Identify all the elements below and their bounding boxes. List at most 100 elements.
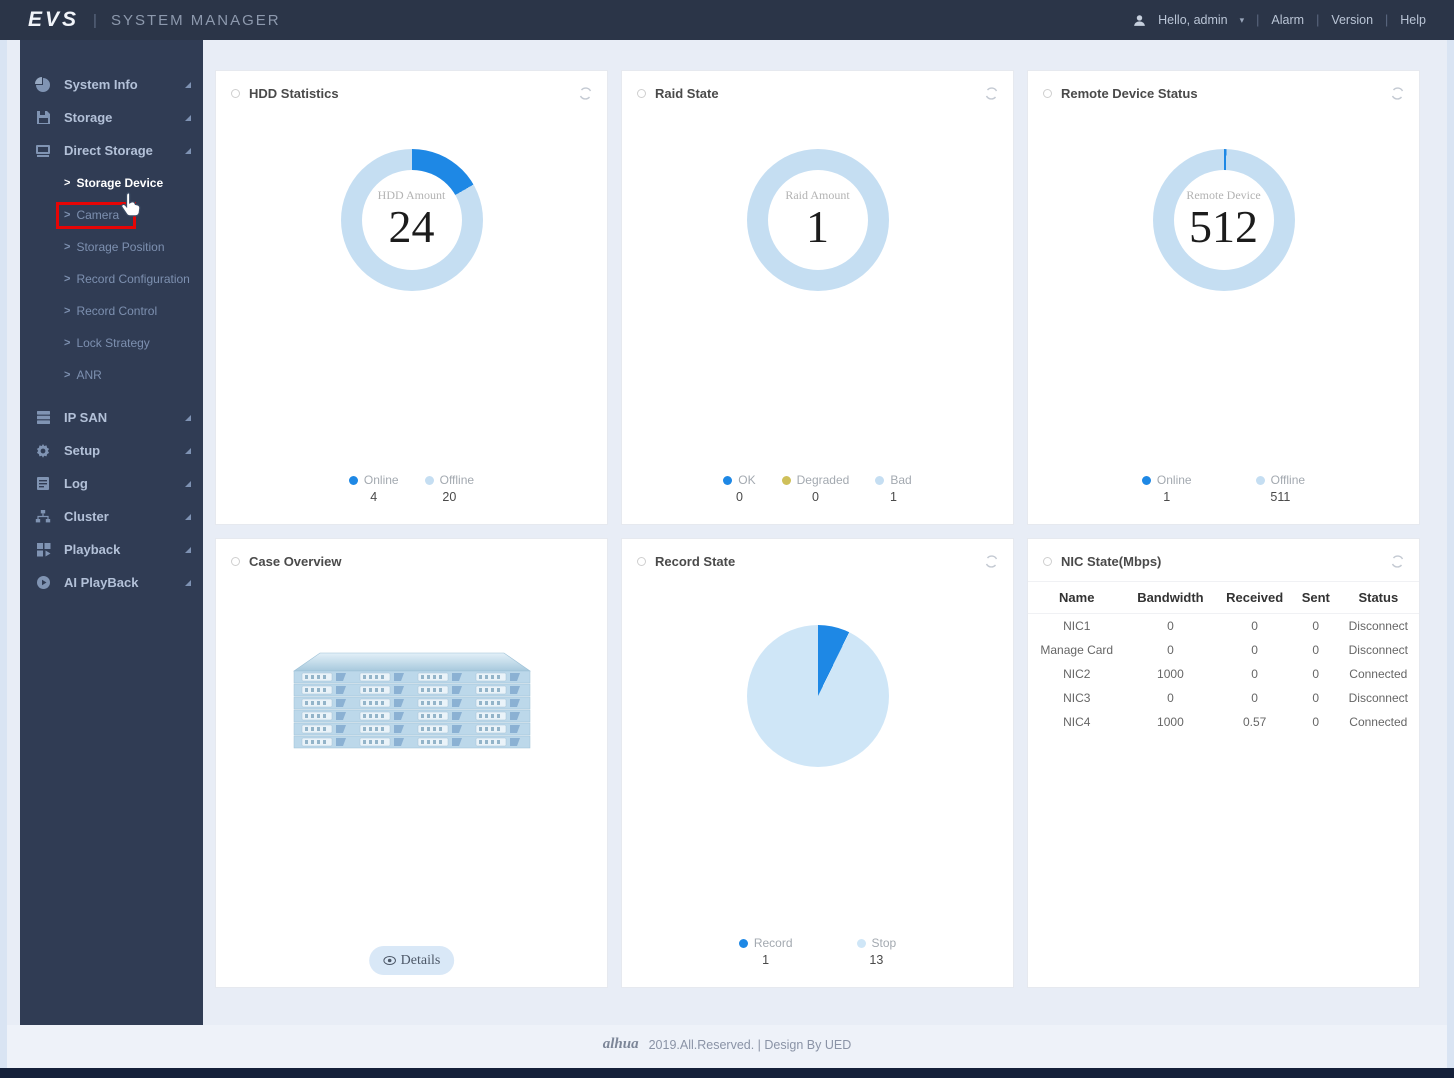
legend-dot [856,938,866,948]
topbar-separator: | [1256,13,1260,27]
sidebar-item-system-info[interactable]: System Info [20,68,203,101]
sidebar-item-camera[interactable]: > Camera [20,199,203,231]
details-button[interactable]: Details [368,946,455,975]
topbar-separator: | [1385,13,1389,27]
collapse-triangle-icon[interactable] [185,81,191,88]
bottom-bar [0,1068,1454,1078]
legend-item: Offline 20 [424,473,474,504]
refresh-icon[interactable] [579,87,592,100]
sidebar-item-lock-strategy[interactable]: > Lock Strategy [64,336,150,350]
sidebar-item-log[interactable]: Log [20,467,203,500]
sidebar-item-direct-storage[interactable]: Direct Storage [20,134,203,167]
sidebar: System Info Storage Direct Storage > Sto… [20,40,203,1025]
legend-item: Stop 13 [856,936,896,967]
case-overview-card: Case Overview [215,538,608,988]
collapse-triangle-icon[interactable] [185,579,191,586]
legend-dot [723,475,733,485]
legend-item: OK 0 [723,473,756,504]
card-title: HDD Statistics [249,86,339,101]
collapse-triangle-icon[interactable] [185,546,191,553]
nic-table-row: NIC1 0 0 0 Disconnect [1028,614,1419,639]
cluster-icon [34,509,52,524]
nic-table-row: NIC4 1000 0.57 0 Connected [1028,710,1419,734]
legend-item: Offline 511 [1255,473,1305,504]
legend-dot [1255,475,1265,485]
chevron-right-icon: > [64,273,71,285]
column-header: Name [1028,581,1126,614]
refresh-icon[interactable] [1391,87,1404,100]
alarm-link[interactable]: Alarm [1271,13,1305,27]
sidebar-item-record-control[interactable]: > Record Control [64,304,158,318]
topbar-divider: | [93,11,97,29]
sidebar-item-storage-device[interactable]: > Storage Device [64,176,164,190]
legend-item: Online 4 [348,473,399,504]
nic-table-row: Manage Card 0 0 0 Disconnect [1028,638,1419,662]
hdd-legend: Online 4 Offline 20 [216,473,607,504]
eye-icon [382,956,396,965]
chevron-right-icon: > [64,208,71,221]
sidebar-item-playback[interactable]: Playback [20,533,203,566]
legend-dot [738,938,748,948]
version-link[interactable]: Version [1331,13,1374,27]
card-title: Case Overview [249,554,342,569]
collapse-triangle-icon[interactable] [185,147,191,154]
chevron-right-icon: > [64,305,71,317]
pie-chart-icon [34,76,52,93]
user-menu[interactable]: Hello, admin [1158,13,1228,27]
collapse-triangle-icon[interactable] [185,447,191,454]
topbar-separator: | [1316,13,1320,27]
hdd-statistics-card: HDD Statistics HDD Amount 24 O [215,70,608,525]
sidebar-item-cluster[interactable]: Cluster [20,500,203,533]
remote-legend: Online 1 Offline 511 [1028,473,1419,504]
status-value: Disconnect [1348,619,1408,633]
donut-center-label: Raid Amount [785,188,850,203]
chevron-right-icon: > [64,369,71,381]
legend-dot [875,475,885,485]
donut-center-label: HDD Amount [377,188,446,203]
legend-item: Degraded 0 [781,473,849,504]
sidebar-item-ip-san[interactable]: IP SAN [20,401,203,434]
legend-dot [1141,475,1151,485]
card-circle-icon [1043,557,1052,566]
collapse-triangle-icon[interactable] [185,480,191,487]
sidebar-item-anr[interactable]: > ANR [64,368,102,382]
cursor-hand-icon [118,190,144,220]
sidebar-item-ai-playback[interactable]: AI PlayBack [20,566,203,599]
chevron-down-icon[interactable]: ▾ [1239,14,1245,25]
sidebar-item-storage[interactable]: Storage [20,101,203,134]
remote-device-status-card: Remote Device Status Remote Device 512 [1027,70,1420,525]
donut-center-label: Remote Device [1186,188,1261,203]
refresh-icon[interactable] [985,87,998,100]
card-circle-icon [637,557,646,566]
legend-dot [781,475,791,485]
card-title: Remote Device Status [1061,86,1198,101]
sidebar-item-record-configuration[interactable]: > Record Configuration [64,272,190,286]
help-link[interactable]: Help [1400,13,1426,27]
server-chassis-illustration [216,579,607,751]
footer: alhua 2019.All.Reserved. | Design By UED [0,1036,1454,1053]
top-bar: EVS | SYSTEM MANAGER Hello, admin ▾ | Al… [0,0,1454,40]
refresh-icon[interactable] [985,555,998,568]
chevron-right-icon: > [64,177,71,189]
donut-center-value: 1 [806,201,829,253]
collapse-triangle-icon[interactable] [185,513,191,520]
hdd-donut-chart: HDD Amount 24 [340,149,483,291]
sidebar-item-setup[interactable]: Setup [20,434,203,467]
raid-donut-chart: Raid Amount 1 [746,149,889,291]
nic-table-row: NIC3 0 0 0 Disconnect [1028,686,1419,710]
refresh-icon[interactable] [1391,555,1404,568]
column-header: Received [1215,581,1294,614]
legend-item: Online 1 [1141,473,1192,504]
nic-table-header-row: Name Bandwidth Received Sent Status [1028,581,1419,614]
column-header: Status [1337,581,1419,614]
collapse-triangle-icon[interactable] [185,114,191,121]
card-circle-icon [231,557,240,566]
status-value: Disconnect [1348,691,1408,705]
sidebar-item-storage-position[interactable]: > Storage Position [64,240,165,254]
collapse-triangle-icon[interactable] [185,414,191,421]
legend-item: Bad 1 [875,473,912,504]
raid-legend: OK 0 Degraded 0 Bad 1 [622,473,1013,504]
direct-storage-icon [34,143,52,159]
card-title: NIC State(Mbps) [1061,554,1162,569]
evs-logo: EVS [28,8,80,31]
